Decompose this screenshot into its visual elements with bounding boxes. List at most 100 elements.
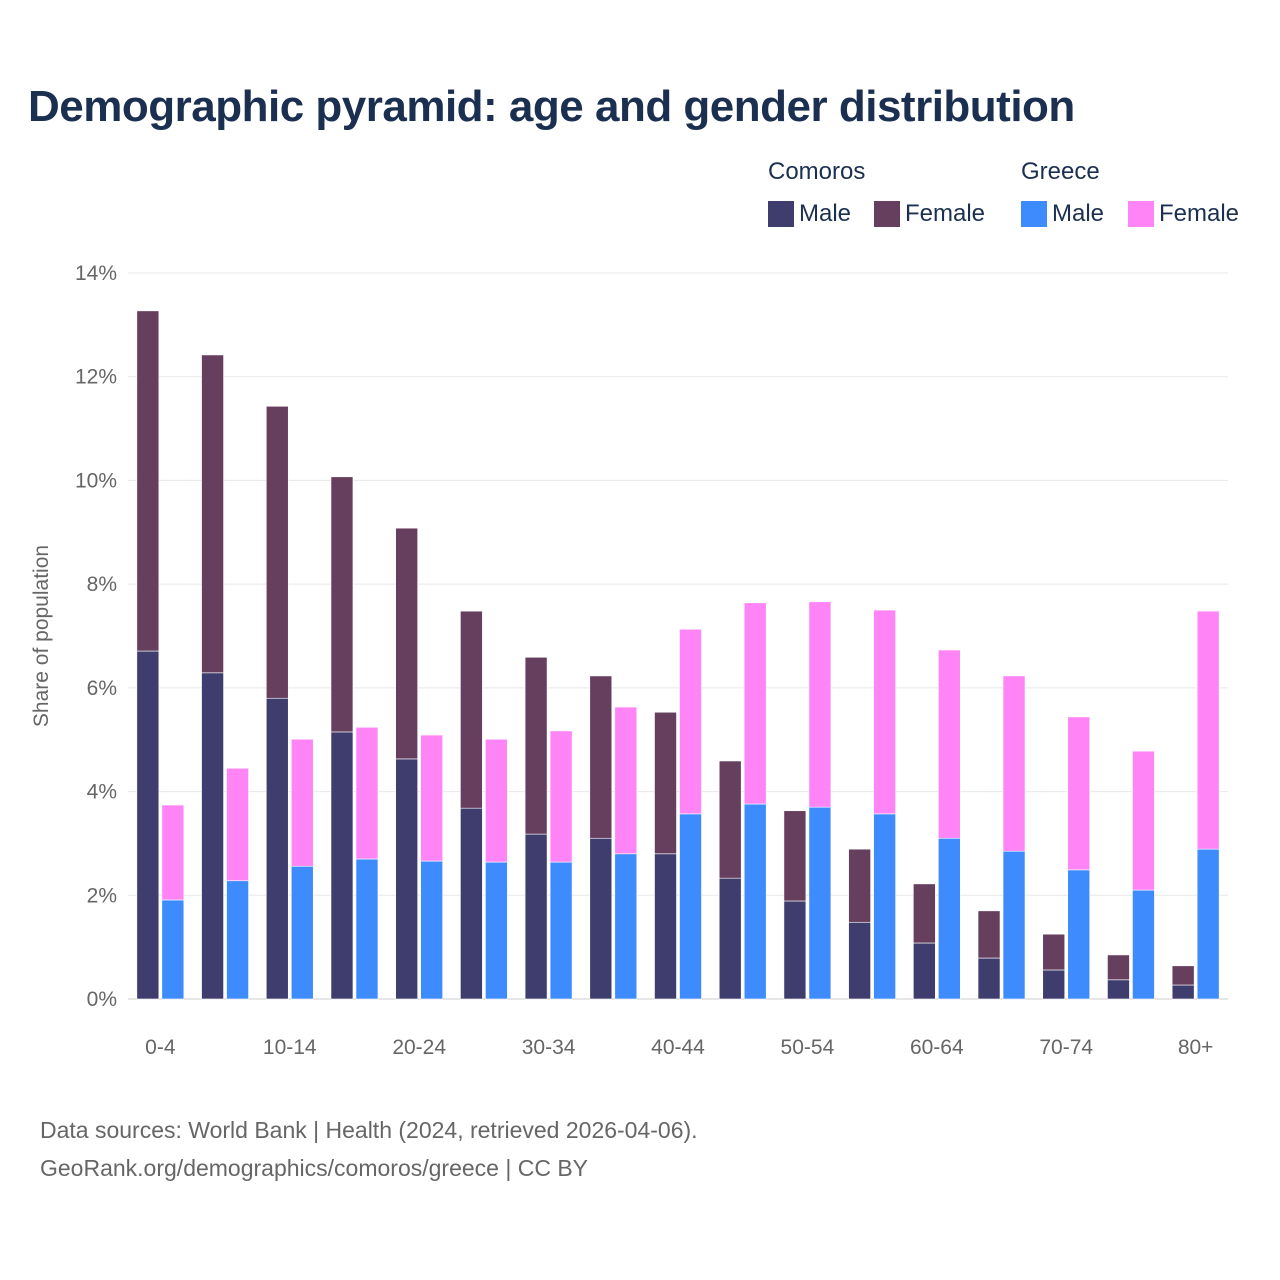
- bar-comoros-female-25-29: [460, 610, 483, 809]
- bar-comoros-female-70-74: [1042, 933, 1066, 971]
- bar-comoros-female-30-34: [524, 656, 548, 835]
- bar-comoros-male-35-39: [589, 837, 613, 1000]
- bar-greece-male-80+: [1196, 848, 1220, 1000]
- bar-comoros-female-60-64: [913, 883, 936, 944]
- bar-greece-male-25-29: [485, 861, 508, 1000]
- bar-greece-female-80+: [1196, 610, 1220, 850]
- bar-comoros-female-45-49: [718, 760, 742, 879]
- x-tick-label: 40-44: [651, 1036, 705, 1059]
- y-tick-label: 4%: [87, 781, 117, 804]
- y-tick-label: 8%: [87, 573, 117, 596]
- bar-greece-male-10-14: [290, 865, 314, 1000]
- bar-greece-male-65-69: [1002, 850, 1026, 1000]
- chart-title: Demographic pyramid: age and gender dist…: [28, 82, 1075, 131]
- bar-greece-female-35-39: [614, 706, 638, 855]
- bar-greece-female-65-69: [1002, 675, 1026, 852]
- bar-comoros-male-75-79: [1107, 979, 1130, 1000]
- y-tick-label: 14%: [75, 262, 117, 285]
- y-tick-label: 0%: [87, 988, 117, 1011]
- legend-label: Female: [905, 200, 986, 227]
- bar-comoros-male-40-44: [654, 853, 677, 1000]
- bar-greece-male-55-59: [873, 813, 896, 1000]
- bar-comoros-female-5-9: [201, 354, 224, 674]
- x-tick-label: 10-14: [263, 1036, 317, 1059]
- x-tick-label: 50-54: [781, 1036, 835, 1059]
- legend-comoros-male[interactable]: Male: [768, 200, 851, 228]
- bar-greece-female-20-24: [420, 734, 443, 862]
- bar-comoros-male-60-64: [913, 942, 936, 1000]
- bar-greece-male-5-9: [226, 880, 249, 1000]
- x-tick-label: 30-34: [522, 1036, 576, 1059]
- bar-greece-male-30-34: [549, 861, 573, 1000]
- bar-greece-female-50-54: [808, 601, 832, 808]
- legend-swatch: [874, 201, 900, 227]
- bar-comoros-male-10-14: [265, 697, 289, 1000]
- bar-greece-female-15-19: [355, 726, 379, 860]
- bar-comoros-male-65-69: [977, 957, 1001, 1000]
- bar-greece-female-70-74: [1067, 716, 1091, 871]
- legend-swatch: [768, 201, 794, 227]
- bar-comoros-female-15-19: [330, 476, 354, 733]
- bar-greece-male-20-24: [420, 860, 443, 1000]
- legend-swatch: [1021, 201, 1047, 227]
- bar-comoros-male-50-54: [783, 900, 807, 1000]
- legend-label: Male: [1052, 200, 1105, 227]
- y-tick-label: 10%: [75, 469, 117, 492]
- bar-comoros-female-75-79: [1107, 954, 1130, 981]
- y-axis-label: Share of population: [30, 544, 53, 728]
- bar-greece-male-0-4: [161, 899, 185, 1000]
- bar-greece-female-5-9: [226, 767, 249, 882]
- bar-greece-male-40-44: [679, 813, 702, 1000]
- bar-comoros-male-25-29: [460, 807, 483, 1000]
- y-tick-label: 2%: [87, 884, 117, 907]
- bar-comoros-female-20-24: [395, 527, 418, 760]
- bar-comoros-male-15-19: [330, 731, 354, 1000]
- bar-greece-male-75-79: [1132, 889, 1155, 1000]
- x-tick-label: 80+: [1178, 1036, 1214, 1059]
- x-tick-label: 60-64: [910, 1036, 964, 1059]
- legend-comoros-female[interactable]: Female: [874, 200, 985, 228]
- bar-comoros-female-50-54: [783, 810, 807, 902]
- bar-greece-female-0-4: [161, 804, 185, 901]
- legend-greece-female[interactable]: Female: [1128, 200, 1239, 228]
- bar-greece-female-30-34: [549, 730, 573, 863]
- legend-swatch: [1128, 201, 1154, 227]
- legend-label: Male: [799, 200, 852, 227]
- y-tick-label: 6%: [87, 677, 117, 700]
- bar-greece-male-60-64: [938, 837, 961, 1000]
- bar-comoros-male-5-9: [201, 672, 224, 1000]
- x-tick-label: 0-4: [145, 1036, 176, 1059]
- bar-comoros-male-80+: [1171, 984, 1195, 1000]
- footer-source: Data sources: World Bank | Health (2024,…: [40, 1117, 698, 1143]
- bar-greece-female-60-64: [938, 649, 961, 839]
- bar-comoros-female-80+: [1171, 965, 1195, 986]
- bar-comoros-female-55-59: [848, 848, 871, 923]
- bar-comoros-male-20-24: [395, 758, 418, 1000]
- bar-greece-female-10-14: [290, 738, 314, 867]
- legend-group-comoros: Comoros: [768, 158, 866, 185]
- bar-greece-male-50-54: [808, 806, 832, 1000]
- bar-comoros-male-30-34: [524, 833, 548, 1000]
- bar-comoros-male-55-59: [848, 921, 871, 1000]
- bar-greece-male-70-74: [1067, 869, 1091, 1000]
- legend-label: Female: [1159, 200, 1240, 227]
- bar-comoros-male-70-74: [1042, 969, 1066, 1000]
- bar-greece-male-15-19: [355, 858, 379, 1000]
- bar-comoros-female-0-4: [136, 310, 160, 652]
- bar-greece-female-75-79: [1132, 750, 1155, 891]
- bar-greece-male-45-49: [743, 803, 767, 1000]
- bar-greece-female-55-59: [873, 609, 896, 815]
- footer-link[interactable]: GeoRank.org/demographics/comoros/greece …: [40, 1155, 589, 1181]
- y-tick-label: 12%: [75, 366, 117, 389]
- bar-greece-female-40-44: [679, 628, 702, 815]
- legend-group-greece: Greece: [1021, 158, 1100, 185]
- x-tick-label: 20-24: [392, 1036, 446, 1059]
- bar-comoros-male-45-49: [718, 877, 742, 1000]
- bar-comoros-female-65-69: [977, 910, 1001, 959]
- bar-comoros-female-10-14: [265, 405, 289, 699]
- bar-greece-female-25-29: [485, 738, 508, 863]
- bar-greece-male-35-39: [614, 853, 638, 1000]
- legend-greece-male[interactable]: Male: [1021, 200, 1104, 228]
- bar-comoros-female-35-39: [589, 675, 613, 839]
